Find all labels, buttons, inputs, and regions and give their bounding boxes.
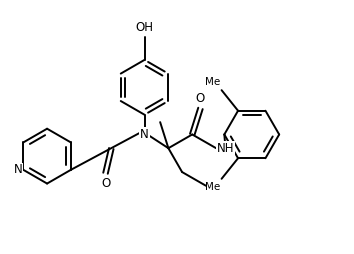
Text: O: O [101, 177, 110, 190]
Text: N: N [14, 163, 23, 176]
Text: Me: Me [205, 77, 220, 87]
Text: NH: NH [217, 142, 234, 155]
Text: N: N [140, 128, 149, 141]
Text: Me: Me [205, 182, 220, 192]
Text: OH: OH [136, 21, 154, 34]
Text: O: O [196, 92, 205, 105]
